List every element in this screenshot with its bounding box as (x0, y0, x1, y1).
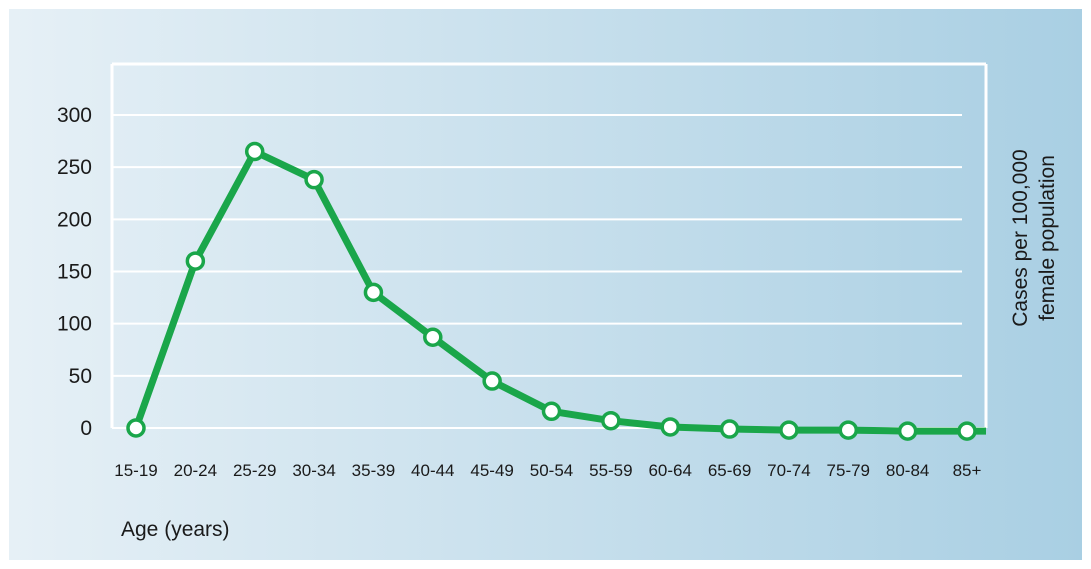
x-tick-label: 45-49 (470, 461, 513, 480)
y-tick-label: 0 (80, 417, 92, 440)
data-point (838, 420, 859, 440)
y-axis-label-line-1: Cases per 100,000 (1009, 149, 1032, 326)
x-tick-label: 70-74 (767, 461, 810, 480)
x-tick-label: 65-69 (708, 461, 751, 480)
data-point (244, 141, 265, 162)
series-line (132, 148, 986, 435)
y-tick-label: 300 (57, 104, 92, 127)
x-tick-label: 60-64 (648, 461, 691, 480)
data-point (779, 420, 799, 440)
data-point (482, 371, 502, 391)
x-tick-label: 15-19 (114, 461, 157, 480)
x-tick-label: 50-54 (530, 461, 573, 480)
x-tick-label: 80-84 (886, 461, 929, 480)
x-tick-label: 35-39 (352, 461, 395, 480)
data-point (185, 251, 206, 271)
y-tick-label: 100 (57, 313, 92, 336)
data-point (126, 418, 146, 438)
x-tick-label: 30-34 (292, 461, 335, 480)
data-point (601, 410, 621, 431)
x-axis-label: Age (years) (121, 518, 230, 541)
y-tick-label: 250 (57, 156, 92, 179)
x-tick-label: 55-59 (589, 461, 632, 480)
data-point (304, 169, 324, 190)
y-axis-label-line-2: female population (1036, 155, 1059, 321)
data-point (660, 417, 680, 437)
x-tick-label: 75-79 (827, 461, 870, 480)
data-point (957, 421, 977, 441)
x-tick-label: 25-29 (233, 461, 276, 480)
x-tick-label: 40-44 (411, 461, 454, 480)
data-point (423, 327, 443, 347)
y-tick-label: 50 (69, 365, 92, 388)
data-point (541, 401, 562, 422)
y-tick-label: 200 (57, 208, 92, 231)
x-tick-label: 20-24 (174, 461, 217, 480)
data-point (897, 421, 918, 441)
y-axis-label: Cases per 100,000 female population (1009, 149, 1059, 326)
data-point (719, 419, 740, 439)
data-point (363, 282, 384, 303)
y-tick-label: 150 (57, 261, 92, 284)
x-tick-label: 85+ (953, 461, 982, 480)
